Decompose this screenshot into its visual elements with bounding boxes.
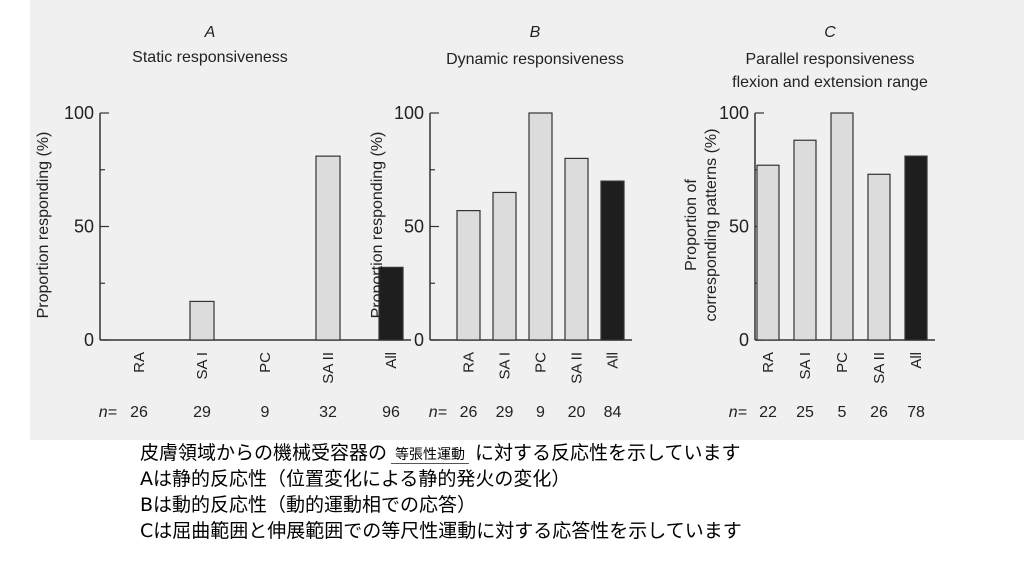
panel-c-y-tick-label: 0: [739, 330, 749, 350]
panel-b-category-label: SA II: [569, 352, 586, 384]
panel-b-letter: B: [530, 24, 541, 41]
panel-c-ylabel: Proportion of: [683, 179, 700, 271]
panel-c-bar: [904, 155, 928, 341]
panel-a-letter: A: [204, 24, 216, 41]
caption-line-1-start: 皮膚領域からの機械受容器の: [140, 442, 388, 464]
panel-a-y-tick-label: 0: [84, 330, 94, 350]
panel-b-title: Dynamic responsiveness: [446, 51, 624, 68]
panel-c-category-label: RA: [760, 352, 777, 373]
panel-a-ylabel: Proportion responding (%): [35, 132, 52, 319]
panel-b-bar: [528, 112, 553, 341]
panel-a-category-label: SA II: [320, 352, 337, 384]
figure-panels: A Static responsiveness Proportion respond…: [30, 0, 1024, 440]
panel-a-n-value: 32: [319, 404, 337, 421]
panel-c-bar: [867, 173, 891, 341]
bar-charts: A Static responsiveness Proportion respond…: [35, 24, 935, 421]
panel-b-n-value: 20: [568, 404, 586, 421]
panel-c-y-tick-label: 100: [719, 103, 749, 123]
caption-line-3: Bは動的反応性（動的運動相での応答）: [140, 494, 477, 516]
panel-b-n-value: 84: [604, 404, 622, 421]
panel-b-category-label: SA I: [497, 352, 514, 380]
panel-c-n-value: 5: [838, 404, 847, 421]
panel-b-y-tick-label: 50: [404, 217, 424, 237]
panel-c-n-value: 22: [759, 404, 777, 421]
panel-a-category-label: RA: [131, 352, 148, 373]
panel-c-subtitle: flexion and extension range: [732, 74, 928, 91]
panel-a-y-tick-label: 100: [64, 103, 94, 123]
panel-b-bar: [492, 191, 517, 341]
panel-c-ylabel-2: corresponding patterns (%): [703, 129, 720, 322]
caption-line-1-end: に対する反応性を示しています: [475, 442, 741, 464]
panel-a-n-value: 9: [261, 404, 270, 421]
panel-c-n-label: n=: [729, 404, 747, 421]
caption-line-4: Cは屈曲範囲と伸展範囲での等尺性運動に対する応答性を示しています: [140, 520, 742, 542]
panel-c-category-label: All: [908, 352, 925, 369]
panel-b-y-tick-label: 0: [414, 330, 424, 350]
panel-b-ylabel: Proportion responding (%): [369, 132, 386, 319]
caption-line-2: Aは静的反応性（位置変化による静的発火の変化）: [140, 468, 571, 490]
panel-c-category-label: SA II: [871, 352, 888, 384]
panel-a-title: Static responsiveness: [132, 49, 288, 66]
panel-a-category-label: PC: [257, 352, 274, 373]
panel-b-category-label: PC: [533, 352, 550, 373]
panel-c-n-value: 26: [870, 404, 888, 421]
panel-c-n-value: 25: [796, 404, 814, 421]
panel-b-y-tick-label: 100: [394, 103, 424, 123]
panel-c-bar: [793, 139, 817, 341]
panel-b-n-label: n=: [429, 404, 447, 421]
panel-c-y-tick-label: 50: [729, 217, 749, 237]
panel-c-category-label: SA I: [797, 352, 814, 380]
panel-c-title: Parallel responsiveness: [746, 51, 915, 68]
panel-b-category-label: All: [605, 352, 622, 369]
caption-boxed-term: 等張性運動: [391, 447, 470, 464]
panel-b-n-value: 26: [460, 404, 478, 421]
panel-a-n-value: 29: [193, 404, 211, 421]
panel-c-n-value: 78: [907, 404, 925, 421]
panel-b-bar: [564, 157, 589, 341]
panel-a-n-value: 96: [382, 404, 400, 421]
panel-b-category-label: RA: [461, 352, 478, 373]
panel-a-n-value: 26: [130, 404, 148, 421]
panel-b-bar: [456, 210, 481, 341]
panel-b-bar: [600, 180, 625, 341]
panel-a-category-label: All: [383, 352, 400, 369]
panel-a-bar: [189, 300, 215, 341]
panel-c-bar: [756, 164, 780, 341]
caption: 皮膚領域からの機械受容器の 等張性運動 に対する反応性を示しています Aは静的反応性…: [140, 440, 1000, 544]
panel-a-bar: [378, 266, 404, 341]
panel-b-n-value: 9: [536, 404, 545, 421]
panel-c-letter: C: [824, 24, 836, 41]
panel-a-category-label: SA I: [194, 352, 211, 380]
caption-line-1: 皮膚領域からの機械受容器の 等張性運動 に対する反応性を示しています: [140, 440, 1000, 466]
panel-c-category-label: PC: [834, 352, 851, 373]
panel-c-bar: [830, 112, 854, 341]
panel-a-y-tick-label: 50: [74, 217, 94, 237]
panel-a-bar: [315, 155, 341, 341]
panel-a-n-label: n=: [99, 404, 117, 421]
panel-b-n-value: 29: [496, 404, 514, 421]
